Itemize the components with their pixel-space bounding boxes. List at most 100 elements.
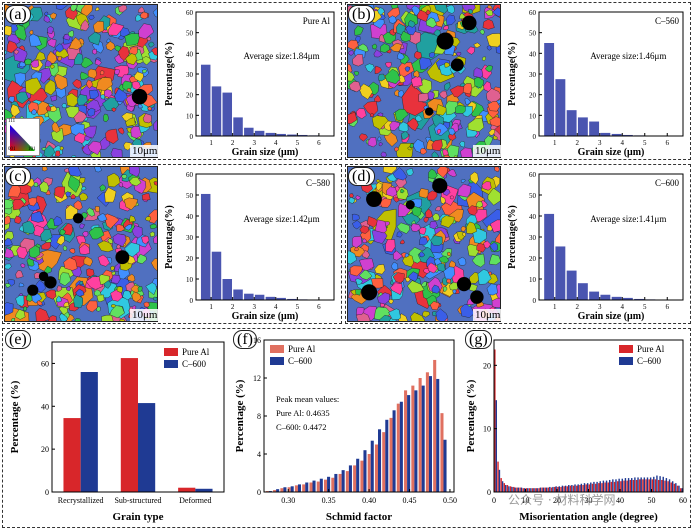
grain — [142, 113, 152, 124]
grain — [14, 72, 26, 87]
grain-type-bar — [178, 487, 196, 492]
grain — [425, 9, 431, 15]
grain — [430, 235, 443, 246]
grain — [57, 56, 63, 62]
x-tick-label: 1 — [553, 303, 557, 311]
grain — [151, 47, 157, 56]
grain — [63, 257, 78, 271]
misorientation-bar — [591, 483, 594, 492]
grain — [384, 68, 401, 85]
schmid-bar — [353, 465, 357, 492]
panel-letter-c: (c) — [5, 167, 31, 186]
misorientation-bar — [608, 479, 611, 492]
grain — [369, 113, 374, 118]
histogram-bar — [544, 43, 555, 136]
grain — [446, 251, 451, 257]
grain — [58, 305, 68, 315]
grain — [494, 125, 500, 135]
grain — [15, 309, 26, 320]
grain — [432, 213, 441, 222]
schmid-bar — [418, 378, 422, 492]
y-tick-label: 30 — [529, 71, 537, 79]
grain — [348, 50, 355, 56]
misorientation-bar — [539, 487, 542, 492]
misorientation-bar — [639, 479, 641, 492]
misorientation-bar — [617, 481, 619, 492]
grain — [56, 235, 65, 246]
histogram-bar — [622, 297, 633, 300]
grain — [444, 82, 451, 91]
grain — [137, 286, 143, 292]
schmid-bar — [297, 484, 302, 492]
grain — [55, 295, 62, 303]
grain — [18, 282, 25, 288]
grain — [67, 167, 82, 177]
misorientation-bar — [640, 477, 642, 492]
grain — [477, 269, 492, 285]
grain — [46, 51, 58, 64]
schmid-bar — [370, 440, 374, 492]
misorientation-bar — [662, 476, 664, 492]
grain — [475, 200, 484, 208]
grain — [371, 43, 378, 50]
grain — [352, 220, 362, 230]
scale-bar-c: 10μm — [130, 309, 160, 321]
y-tick-label: 20 — [483, 361, 491, 370]
x-tick-label: 0.35 — [322, 496, 336, 505]
grain — [7, 182, 21, 198]
histogram-bar — [200, 64, 211, 136]
grain — [359, 268, 373, 280]
grain — [460, 178, 466, 183]
misorientation-bar — [516, 487, 518, 492]
y-tick-label: 20 — [529, 92, 537, 100]
grain — [359, 133, 368, 142]
grain — [73, 200, 83, 211]
grain — [129, 167, 140, 178]
panel-letter-d: (d) — [348, 167, 375, 186]
grain — [488, 254, 500, 266]
schmid-bar — [316, 481, 320, 492]
schmid-bar — [345, 471, 349, 492]
misorientation-bar — [519, 487, 521, 492]
schmid-bar — [433, 359, 437, 492]
legend-swatch — [619, 345, 633, 353]
grain — [486, 283, 498, 296]
schmid-bar — [396, 403, 400, 492]
grain — [78, 243, 90, 255]
grain — [440, 215, 455, 228]
grain — [349, 193, 354, 198]
y-tick-label: 0 — [190, 133, 194, 141]
grain — [374, 219, 388, 234]
grain-type-bar — [138, 403, 156, 492]
grain — [428, 52, 436, 59]
grain — [355, 278, 363, 285]
x-tick-label: Sub-structured — [114, 496, 161, 505]
grain — [87, 31, 101, 46]
grain — [414, 51, 422, 60]
grain — [481, 181, 492, 191]
grain — [379, 314, 392, 321]
histogram-bar — [222, 279, 233, 300]
misorientation-bar — [585, 484, 587, 492]
misorientation-bar — [530, 488, 532, 492]
misorientation-bar — [494, 349, 496, 492]
grain — [118, 5, 128, 13]
grain — [104, 187, 117, 203]
histogram-bar — [589, 121, 600, 136]
misorientation-bar — [637, 477, 639, 492]
grain — [79, 223, 86, 229]
average-size-annotation: Average size:1.42μm — [243, 214, 319, 224]
chart-b: 0 10 20 30 40 50 60 1 2 3 4 5 6 Grain size (μm) Percen… — [507, 9, 684, 158]
grain — [454, 104, 466, 114]
grain — [466, 46, 475, 55]
grain — [94, 58, 102, 66]
misorientation-bar — [550, 487, 553, 492]
grain — [131, 291, 142, 303]
misorientation-bar — [648, 479, 650, 492]
grain — [445, 14, 456, 26]
grain — [436, 167, 449, 178]
misorientation-bar — [528, 488, 531, 492]
schmid-bar — [404, 390, 408, 492]
grain — [348, 111, 358, 124]
grain — [76, 94, 88, 106]
